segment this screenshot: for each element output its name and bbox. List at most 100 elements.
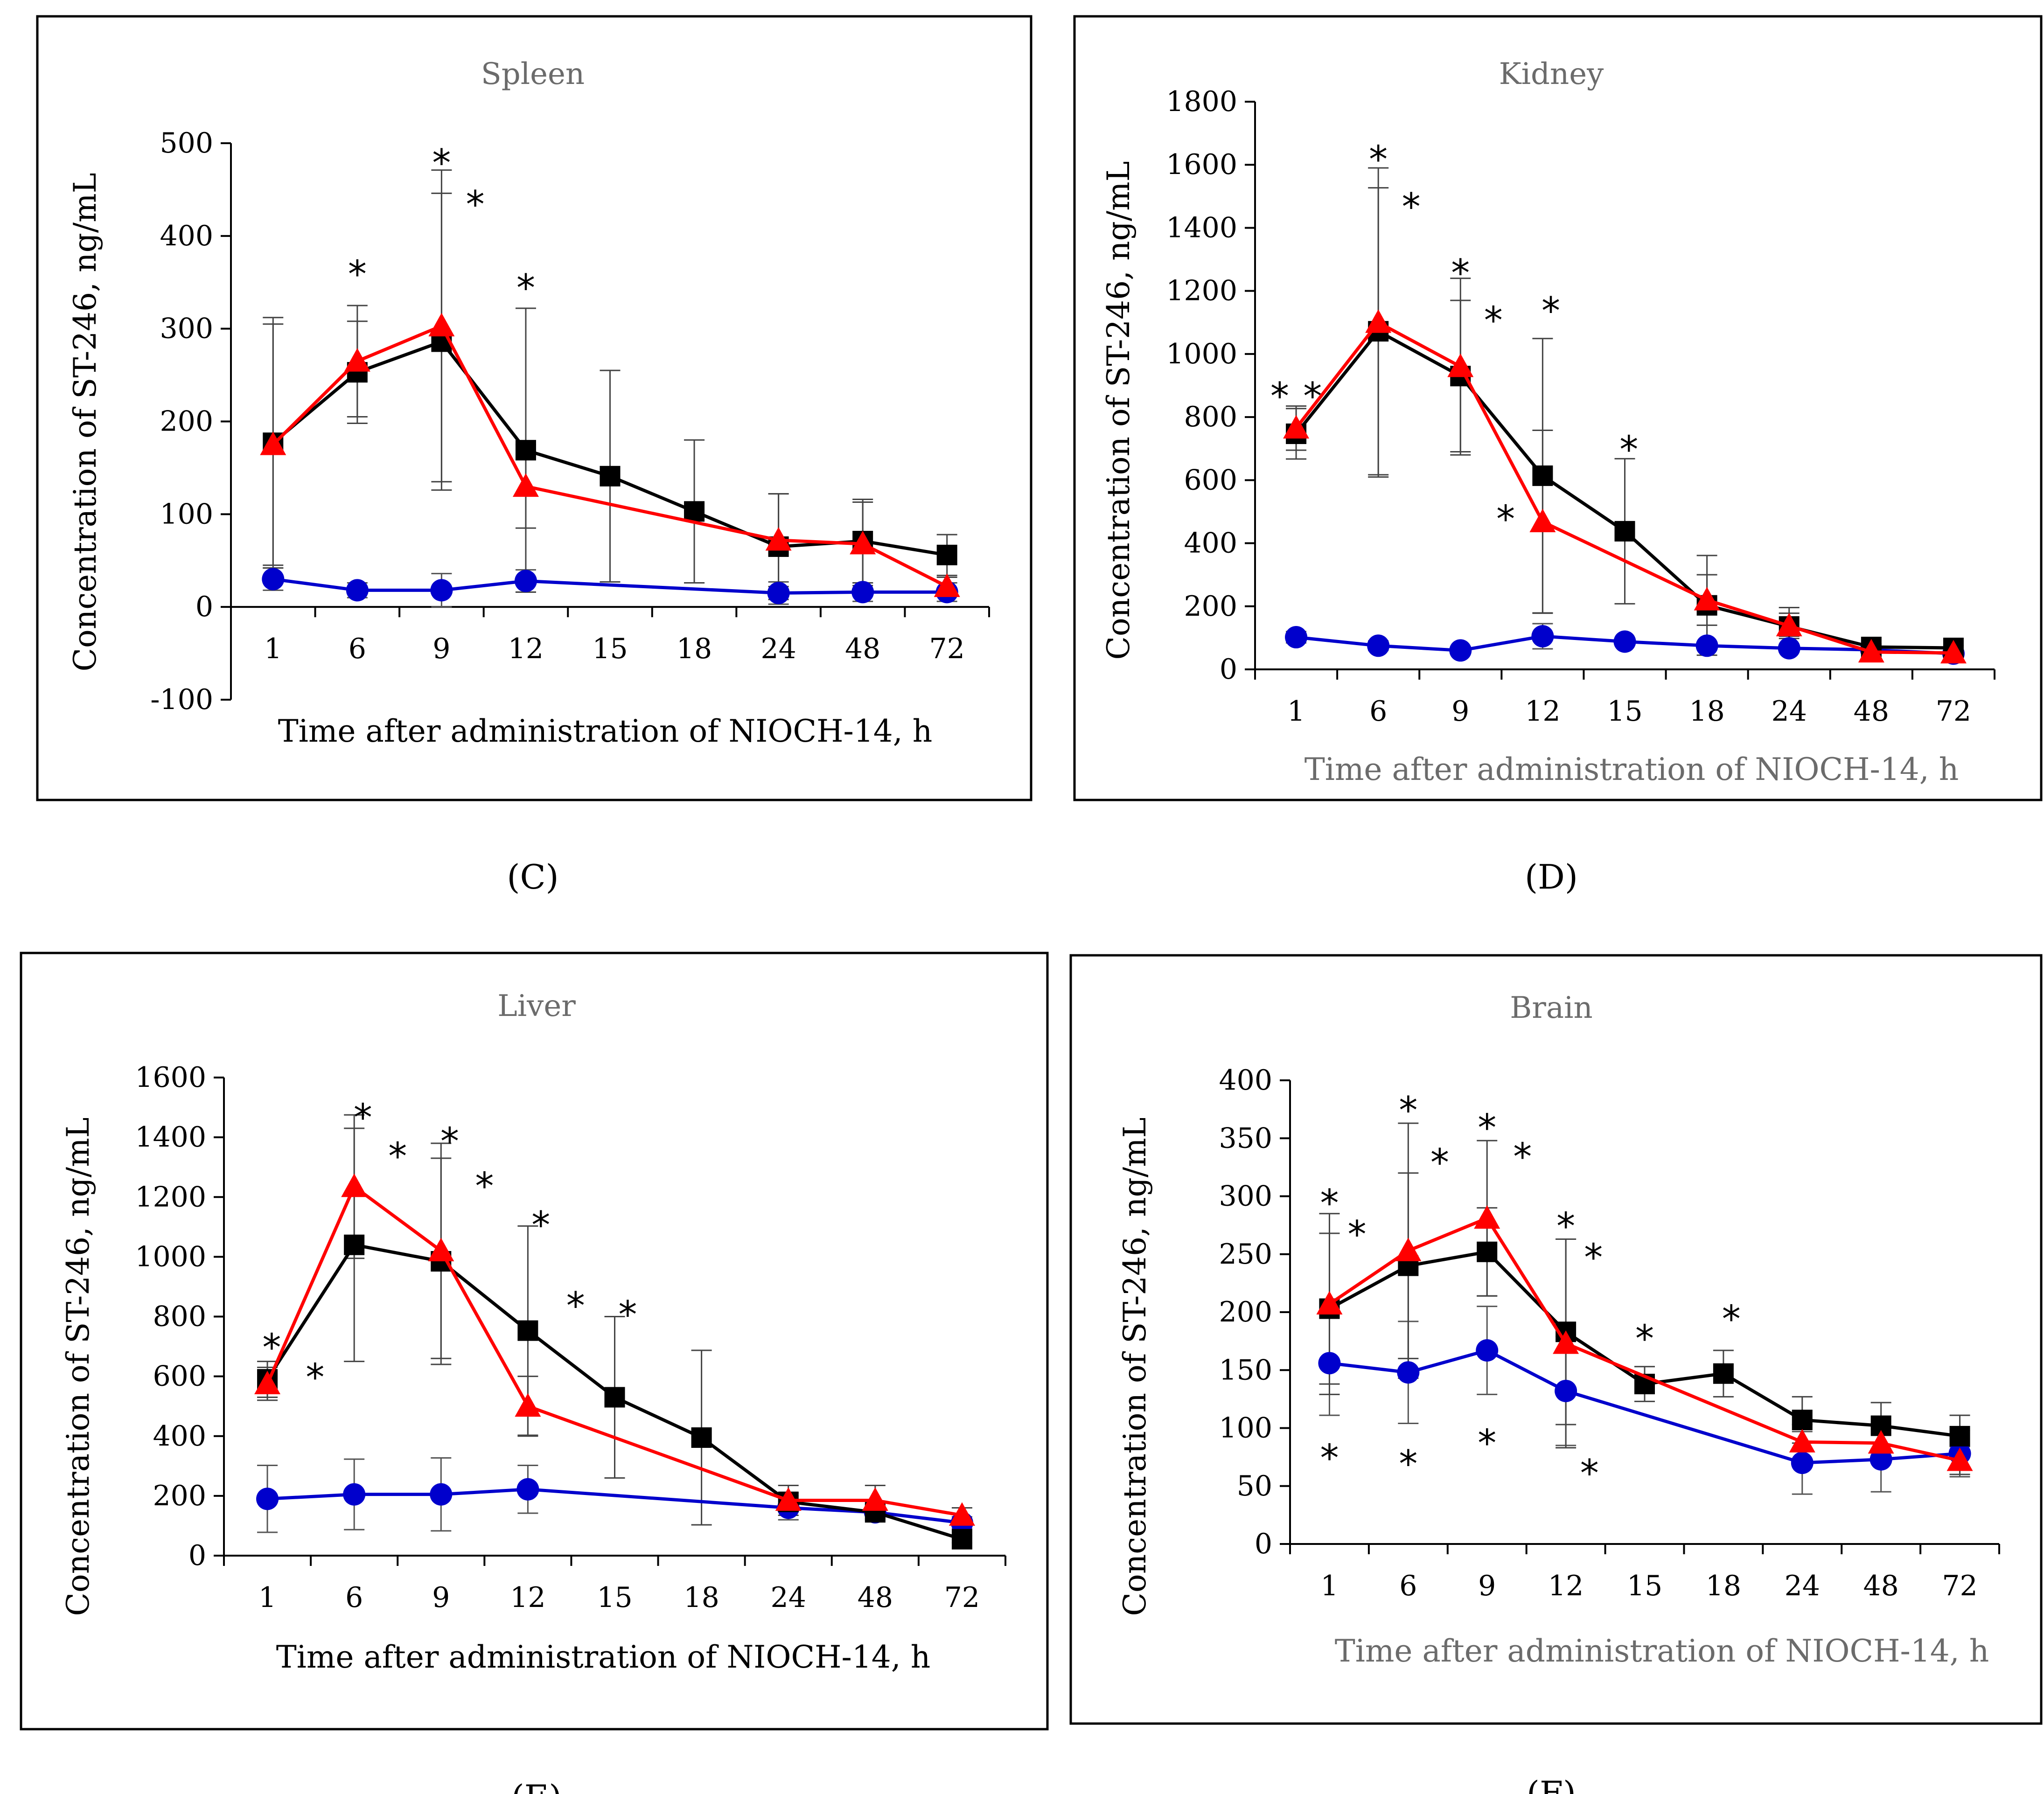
spleen-x-tick-label: 72 — [929, 633, 965, 665]
kidney-significance-star: * — [1270, 375, 1289, 418]
brain-significance-star: * — [1722, 1297, 1741, 1341]
spleen-blue-point — [430, 579, 453, 602]
liver-x-tick-label: 72 — [944, 1581, 980, 1614]
liver-x-tick-label: 6 — [345, 1581, 363, 1614]
brain-y-tick-label: 100 — [1219, 1412, 1272, 1445]
kidney-black-point — [1614, 521, 1635, 542]
kidney-x-tick-label: 9 — [1451, 695, 1469, 728]
kidney-x-tick-label: 48 — [1854, 695, 1889, 728]
spleen-red-point — [260, 431, 286, 455]
brain-blue-point — [1397, 1361, 1420, 1384]
kidney-blue-point — [1531, 625, 1554, 648]
brain-significance-star: * — [1556, 1205, 1575, 1248]
kidney-red-point — [1776, 612, 1802, 637]
liver-blue-point — [343, 1483, 366, 1506]
liver-x-tick-label: 12 — [510, 1581, 545, 1614]
spleen-significance-star: * — [466, 183, 485, 226]
liver-significance-star: * — [262, 1326, 281, 1370]
brain-x-tick-label: 48 — [1863, 1570, 1898, 1602]
kidney-significance-star: * — [1619, 428, 1638, 472]
brain-blue-point — [1555, 1379, 1577, 1402]
liver-significance-star: * — [531, 1203, 550, 1247]
spleen-black-point — [600, 466, 621, 487]
liver-black-point — [691, 1427, 712, 1448]
brain-black-point — [1713, 1363, 1734, 1384]
kidney-y-tick-label: 1200 — [1166, 275, 1237, 307]
brain-y-tick-label: 50 — [1237, 1470, 1272, 1502]
spleen-y-tick-label: 500 — [160, 127, 213, 160]
liver-red-point — [862, 1487, 888, 1511]
brain-red-point — [1553, 1330, 1579, 1354]
spleen-y-tick-label: -100 — [150, 683, 213, 716]
kidney-blue-point — [1285, 626, 1308, 649]
kidney-blue-point — [1367, 634, 1390, 657]
liver-y-tick-label: 1600 — [135, 1061, 206, 1094]
spleen-blue-point — [514, 570, 537, 592]
kidney-red-point — [1940, 640, 1967, 664]
brain-x-tick-label: 18 — [1706, 1570, 1741, 1602]
spleen-x-tick-label: 6 — [349, 633, 366, 665]
kidney-x-tick-label: 1 — [1287, 695, 1305, 728]
brain-significance-star: * — [1478, 1106, 1496, 1149]
spleen-red-point — [428, 313, 455, 337]
brain-x-tick-label: 24 — [1785, 1570, 1820, 1602]
liver-red-point — [949, 1502, 975, 1526]
liver-y-tick-label: 600 — [153, 1360, 206, 1393]
kidney-x-axis-label: Time after administration of NIOCH-14, h — [1305, 751, 1959, 787]
kidney-y-tick-label: 1800 — [1166, 85, 1237, 118]
spleen-x-tick-label: 1 — [264, 633, 282, 665]
kidney-x-tick-label: 12 — [1525, 695, 1560, 728]
kidney-x-tick-label: 18 — [1689, 695, 1724, 728]
spleen-frame — [36, 15, 1032, 801]
liver-significance-star: * — [475, 1165, 494, 1208]
brain-x-axis-label: Time after administration of NIOCH-14, h — [1335, 1633, 1989, 1669]
liver-red-point — [775, 1487, 802, 1511]
kidney-significance-star: * — [1542, 289, 1560, 333]
brain-frame — [1069, 954, 2043, 1725]
brain-blue-point — [1476, 1339, 1499, 1362]
spleen-red-point — [344, 348, 370, 372]
brain-x-tick-label: 1 — [1320, 1570, 1338, 1602]
spleen-x-tick-label: 18 — [677, 633, 712, 665]
brain-y-axis-label: Concentration of ST-246, ng/mL — [1117, 1117, 1153, 1616]
liver-blue-point — [516, 1478, 539, 1501]
brain-red-point — [1316, 1291, 1343, 1315]
brain-panel-label: (F) — [1527, 1774, 1576, 1794]
spleen-y-tick-label: 400 — [160, 220, 213, 252]
liver-blue-point — [256, 1488, 279, 1510]
brain-blue-point — [1791, 1452, 1814, 1474]
kidney-blue-point — [1778, 637, 1800, 660]
brain-red-point — [1474, 1205, 1500, 1229]
brain-black-point — [1792, 1410, 1813, 1431]
spleen-red-point — [512, 473, 539, 497]
spleen-blue-point — [767, 582, 790, 605]
brain-x-tick-label: 9 — [1478, 1570, 1496, 1602]
brain-significance-star: * — [1430, 1141, 1449, 1184]
kidney-x-tick-label: 6 — [1369, 695, 1387, 728]
liver-y-tick-label: 0 — [188, 1539, 206, 1572]
kidney-significance-star: * — [1402, 185, 1421, 229]
spleen-y-tick-label: 200 — [160, 405, 213, 438]
kidney-significance-star: * — [1451, 251, 1470, 295]
liver-y-tick-label: 1200 — [135, 1181, 206, 1213]
spleen-significance-star: * — [432, 141, 451, 185]
brain-significance-star: * — [1320, 1437, 1339, 1480]
kidney-red-point — [1365, 309, 1392, 333]
liver-significance-star: * — [440, 1120, 459, 1163]
liver-blue-series-line — [267, 1488, 963, 1525]
kidney-panel-label: (D) — [1525, 857, 1578, 897]
liver-black-point — [951, 1529, 972, 1550]
liver-significance-star: * — [388, 1135, 407, 1178]
brain-y-tick-label: 400 — [1219, 1064, 1272, 1097]
brain-y-tick-label: 200 — [1219, 1296, 1272, 1328]
brain-black-point — [1477, 1241, 1498, 1262]
brain-x-tick-label: 6 — [1399, 1570, 1417, 1602]
liver-y-tick-label: 400 — [153, 1420, 206, 1453]
liver-black-point — [604, 1387, 625, 1408]
kidney-y-tick-label: 400 — [1184, 527, 1237, 560]
liver-significance-star: * — [306, 1356, 324, 1399]
brain-red-point — [1395, 1238, 1422, 1261]
kidney-significance-star: * — [1303, 375, 1322, 418]
kidney-significance-star: * — [1496, 497, 1515, 541]
